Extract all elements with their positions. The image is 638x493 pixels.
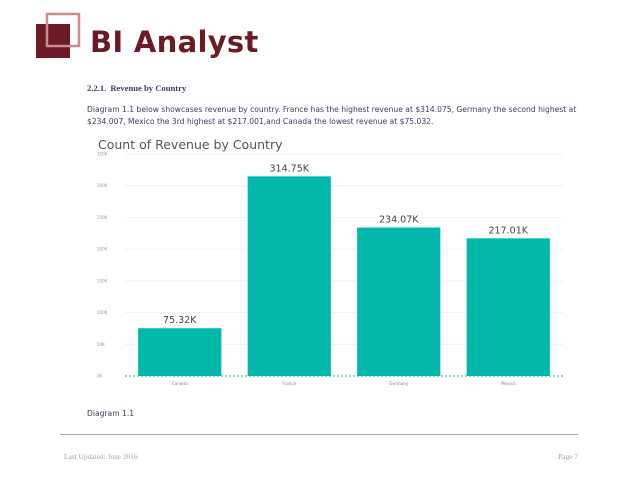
data-label-france: 314.75K [270, 163, 310, 174]
y-tick-label: 50K [97, 342, 105, 347]
bar-france [247, 176, 331, 376]
y-tick-label: 300K [97, 183, 108, 188]
y-tick-label: 250K [97, 215, 108, 220]
section-number: 2.2.1. [87, 83, 107, 93]
data-label-mexico: 217.01K [489, 225, 529, 236]
diagram-caption: Diagram 1.1 [87, 409, 135, 418]
brand-title: BI Analyst [90, 25, 259, 59]
data-label-germany: 234.07K [379, 215, 419, 226]
x-tick-label: Canada [172, 381, 188, 386]
section-title: Revenue by Country [110, 83, 187, 93]
y-tick-label: 200K [97, 247, 108, 252]
y-tick-label: 150K [97, 278, 108, 283]
bar-germany [357, 227, 441, 376]
footer-page-number: Page 7 [558, 452, 578, 461]
chart-title: Count of Revenue by Country [98, 137, 283, 152]
x-tick-label: Germany [389, 381, 409, 386]
section-body: Diagram 1.1 below showcases revenue by c… [87, 105, 577, 126]
x-tick-label: Mexico [501, 381, 516, 386]
logo-back-square [36, 24, 70, 58]
y-tick-label: 0K [97, 374, 103, 379]
section-heading: 2.2.1. Revenue by Country [87, 83, 186, 93]
data-label-canada: 75.32K [163, 315, 197, 326]
bar-mexico [466, 238, 550, 376]
y-tick-label: 100K [97, 310, 108, 315]
footer-divider [60, 434, 578, 435]
footer-last-updated: Last Updated: June 2016 [64, 452, 138, 461]
x-tick-label: France [282, 381, 296, 386]
logo-front-square [45, 12, 81, 48]
bar-canada [138, 328, 222, 376]
revenue-bar-chart: Count of Revenue by Country 0K 50K 100K 150K… [97, 137, 563, 386]
y-tick-label: 350K [97, 152, 108, 157]
brand-logo [36, 12, 81, 58]
